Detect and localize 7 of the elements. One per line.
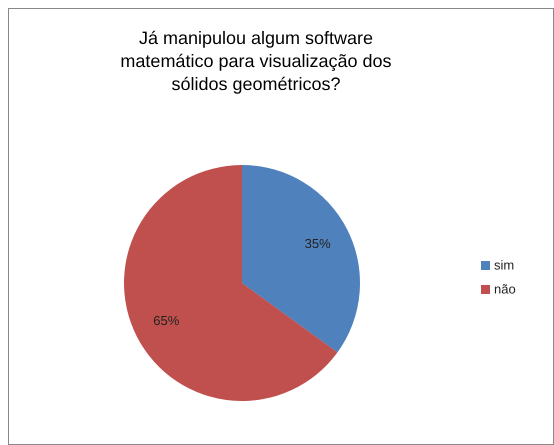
data-label: 35% [304,236,332,251]
pie-slice [124,165,338,401]
pie-slice [242,165,360,352]
chart-title: Já manipulou algum software matemático para visualização dos sólidos geométricos? [120,28,392,94]
legend-label: não [494,281,516,296]
data-label: 65% [153,313,180,328]
legend-label: sim [494,257,514,272]
